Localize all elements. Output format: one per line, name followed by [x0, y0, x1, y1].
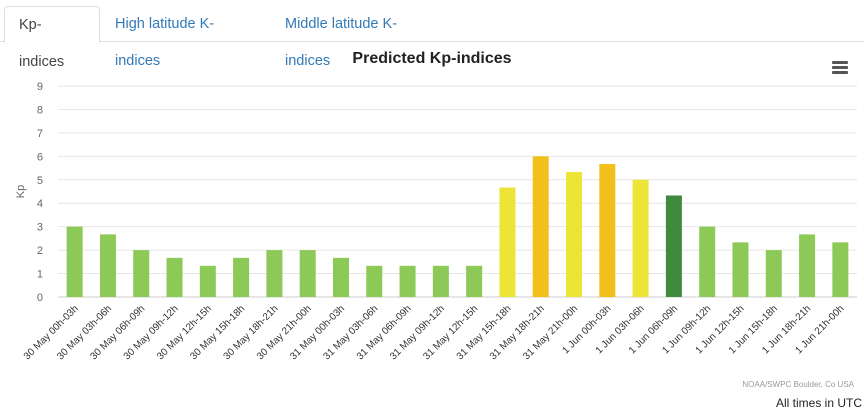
tab-bar: Kp-indices High latitude K-indices Middl…	[0, 0, 864, 70]
y-tick-label: 9	[37, 81, 43, 93]
kp-bar	[499, 187, 516, 297]
kp-bar	[732, 242, 749, 297]
y-tick-label: 3	[37, 222, 43, 234]
hamburger-menu-icon	[832, 66, 848, 69]
times-note: All times in UTC	[775, 396, 862, 410]
kp-bar	[699, 226, 716, 297]
y-tick-label: 6	[37, 151, 43, 163]
kp-bar	[466, 265, 483, 297]
kp-bar	[832, 242, 849, 297]
kp-bar	[432, 265, 449, 297]
y-tick-label: 2	[37, 245, 43, 257]
tab-high-latitude-k-indices[interactable]: High latitude K-indices	[115, 16, 215, 69]
y-tick-label: 8	[37, 104, 43, 116]
y-tick-label: 4	[37, 198, 43, 210]
kp-bar	[99, 234, 116, 297]
kp-bar	[299, 250, 316, 297]
kp-bar	[266, 250, 283, 297]
kp-bar	[665, 195, 682, 297]
hamburger-menu-icon	[832, 61, 848, 64]
kp-bar	[399, 265, 416, 297]
y-tick-label: 7	[37, 128, 43, 140]
chart-menu-button[interactable]	[828, 56, 852, 80]
kp-bar	[366, 265, 383, 297]
kp-bar	[133, 250, 150, 297]
kp-bar	[566, 172, 583, 297]
kp-bar	[199, 265, 216, 297]
kp-bar	[233, 257, 250, 297]
y-tick-label: 0	[37, 292, 43, 304]
kp-bar	[166, 257, 183, 297]
kp-bar	[799, 234, 816, 297]
tab-kp-indices[interactable]: Kp-indices	[4, 6, 100, 70]
kp-bar	[632, 179, 649, 297]
y-axis-label: Kp	[15, 185, 27, 198]
kp-bar	[599, 164, 616, 297]
chart-credits[interactable]: NOAA/SWPC Boulder, Co USA	[742, 380, 854, 389]
hamburger-menu-icon	[832, 71, 848, 74]
kp-bar	[332, 257, 349, 297]
chart-title: Predicted Kp-indices	[352, 50, 512, 67]
y-tick-label: 5	[37, 175, 43, 187]
kp-bar	[765, 250, 782, 297]
y-tick-label: 1	[37, 269, 43, 281]
x-tick-label: 30 May 00h-03h	[22, 303, 81, 362]
kp-bar	[66, 226, 83, 297]
tab-middle-latitude-k-indices[interactable]: Middle latitude K-indices	[285, 16, 398, 69]
kp-bar	[532, 156, 549, 297]
